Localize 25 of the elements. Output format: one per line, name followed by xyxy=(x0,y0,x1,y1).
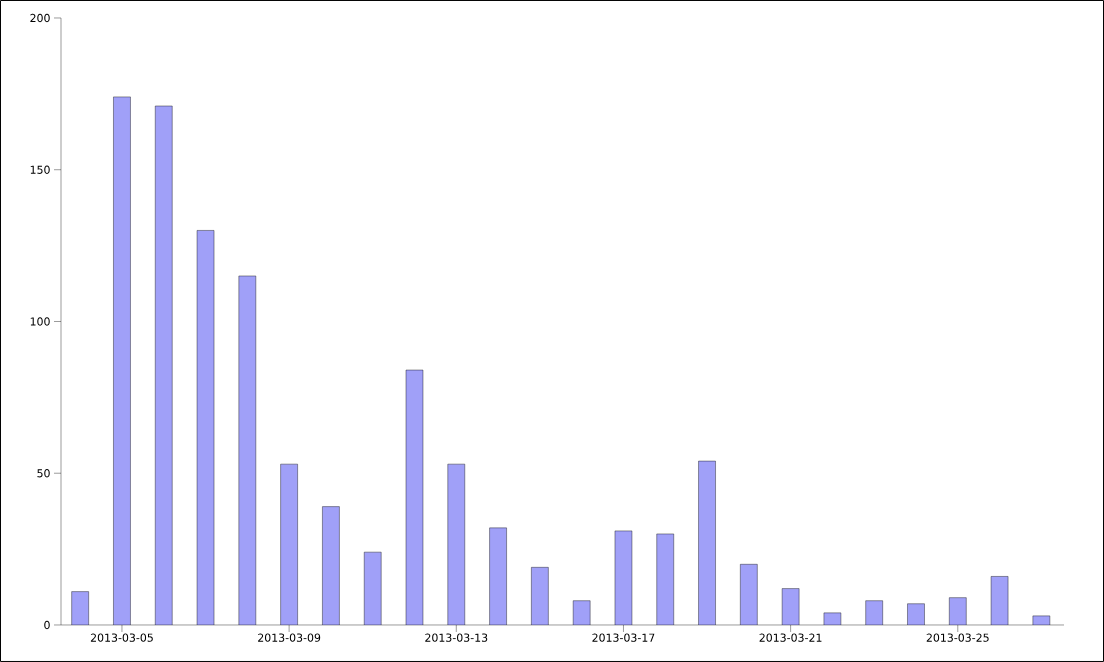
bar xyxy=(238,275,256,625)
y-tick-label: 0 xyxy=(44,620,50,630)
bar xyxy=(280,464,298,625)
bar xyxy=(322,506,340,625)
bar xyxy=(531,567,549,625)
bar xyxy=(364,552,382,625)
bar xyxy=(698,461,716,625)
bar xyxy=(155,106,173,625)
x-tick-label: 2013-03-13 xyxy=(425,633,488,642)
x-tick-label: 2013-03-25 xyxy=(926,633,989,642)
bar xyxy=(656,533,674,625)
y-tick-label: 200 xyxy=(30,13,50,23)
bar xyxy=(447,464,465,625)
bar xyxy=(113,96,131,625)
y-tick-label: 50 xyxy=(37,469,50,478)
bar xyxy=(71,591,89,625)
x-tick-label: 2013-03-09 xyxy=(258,633,321,642)
y-tick-label: 100 xyxy=(30,317,50,326)
y-tick-label: 150 xyxy=(30,165,50,174)
bar xyxy=(740,564,758,625)
x-tick-label: 2013-03-17 xyxy=(592,633,655,642)
x-tick-label: 2013-03-21 xyxy=(759,633,822,642)
bar xyxy=(949,597,967,625)
x-tick-label: 2013-03-05 xyxy=(90,633,153,642)
bar xyxy=(489,527,507,625)
